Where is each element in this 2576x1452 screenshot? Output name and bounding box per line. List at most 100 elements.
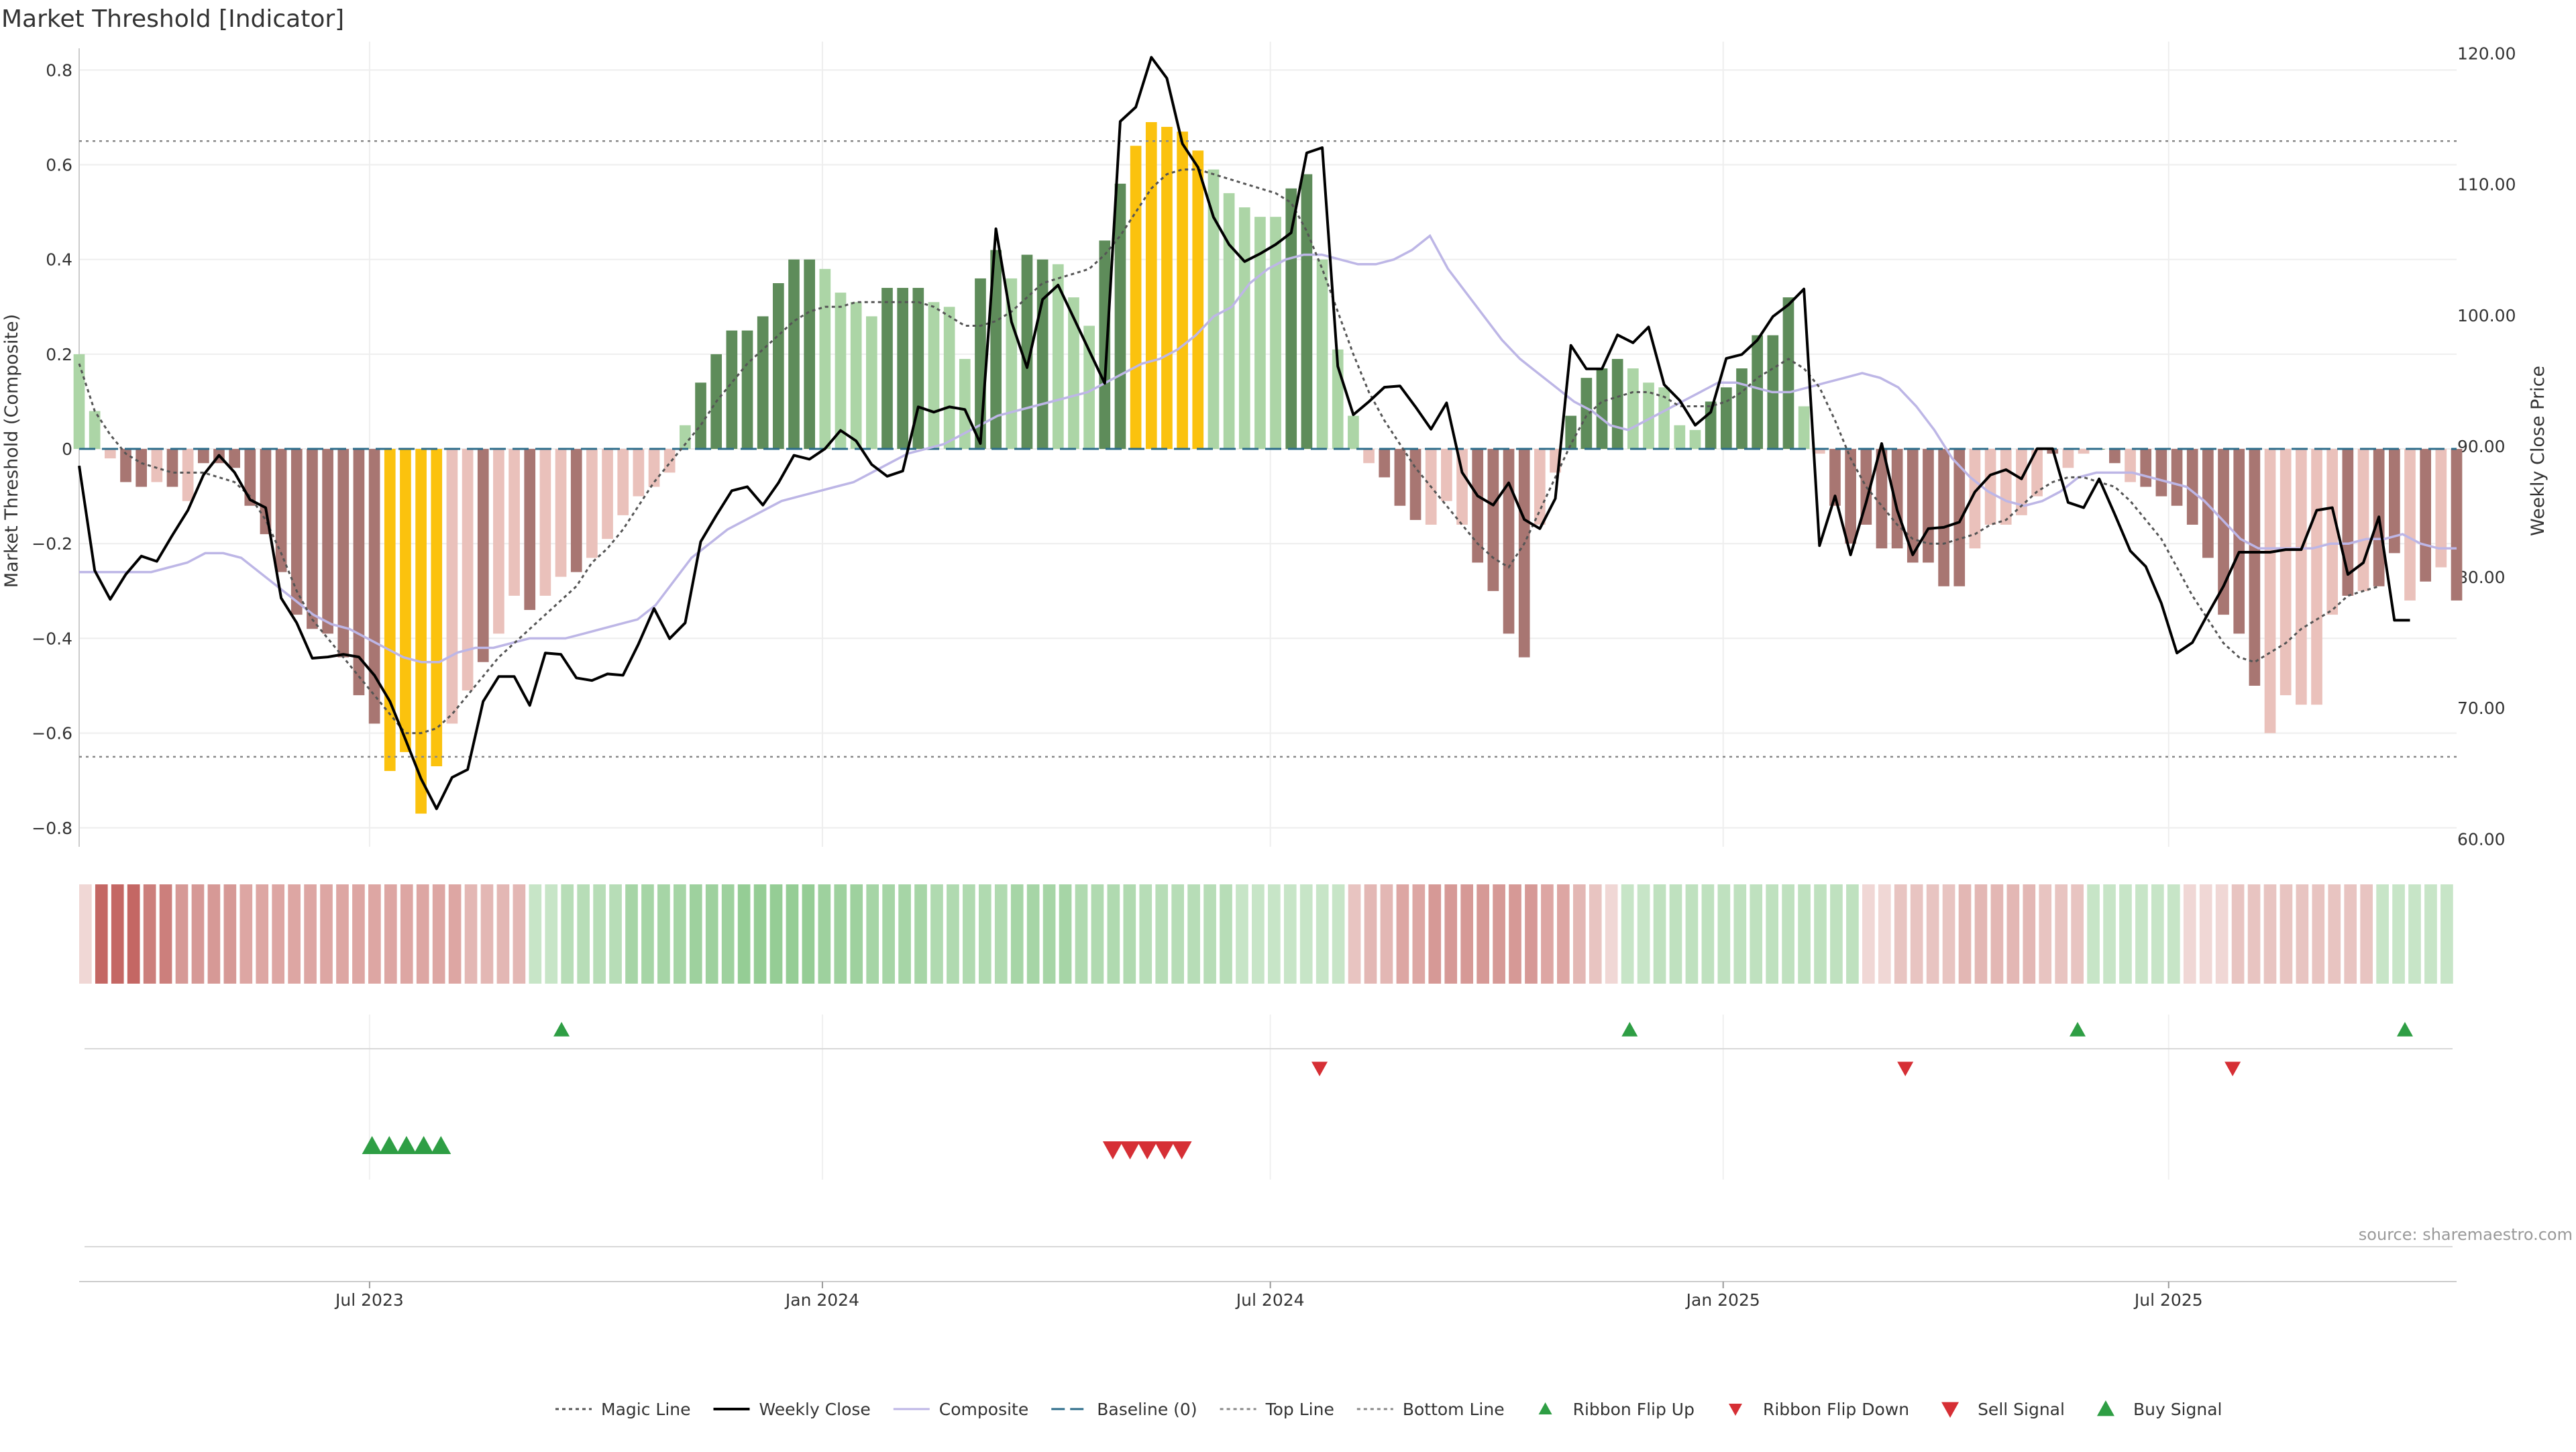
composite-bar xyxy=(788,259,800,450)
y2-tick-label: 60.00 xyxy=(2457,829,2506,849)
ribbon-cell xyxy=(721,884,735,984)
weekly-close-line xyxy=(78,56,2410,811)
composite-bar xyxy=(1316,259,1328,450)
legend-swatch xyxy=(2096,1400,2114,1416)
ribbon-cell xyxy=(1974,884,1988,984)
ribbon-cell xyxy=(882,884,895,984)
composite-bar xyxy=(1036,259,1049,450)
ribbon-cell xyxy=(1830,884,1843,984)
ribbon-cell xyxy=(802,884,815,984)
ribbon-cell xyxy=(320,884,333,984)
composite-bar xyxy=(726,330,738,450)
ribbon-cell xyxy=(1958,884,1972,984)
legend-item-weekly-close: Weekly Close xyxy=(713,1400,871,1419)
composite-bar xyxy=(1456,449,1468,525)
ribbon-cell xyxy=(994,884,1008,984)
composite-bar xyxy=(182,449,194,501)
composite-bar xyxy=(197,449,209,464)
ribbon-cell xyxy=(111,884,124,984)
ribbon-cell xyxy=(1428,884,1442,984)
ribbon-cell xyxy=(2006,884,2020,984)
ribbon-cell xyxy=(689,884,702,984)
ribbon-cell xyxy=(2376,884,2389,984)
legend-label: Top Line xyxy=(1265,1400,1334,1419)
legend-item-ribbon-flip-up: Ribbon Flip Up xyxy=(1538,1400,1695,1419)
composite-bar xyxy=(586,449,598,558)
ribbon-cell xyxy=(818,884,831,984)
ribbon-cell xyxy=(1493,884,1505,984)
x-tick-label: Jul 2023 xyxy=(334,1290,404,1310)
ribbon-cell xyxy=(1733,884,1747,984)
composite-bar xyxy=(1627,368,1639,450)
composite-bar xyxy=(1829,449,1841,506)
ribbon-cell xyxy=(480,884,494,984)
ribbon-cell xyxy=(127,884,140,984)
ribbon-cell xyxy=(384,884,397,984)
source-label: source: sharemaestro.com xyxy=(2359,1225,2573,1244)
magic-line xyxy=(78,168,2379,735)
y2-tick-label: 70.00 xyxy=(2457,698,2506,718)
ribbon-cell xyxy=(1203,884,1216,984)
ribbon-cell xyxy=(641,884,654,984)
ribbon-cell xyxy=(625,884,638,984)
ribbon-cell xyxy=(2408,884,2421,984)
y-tick-label: 0.6 xyxy=(46,156,72,175)
ribbon-cell xyxy=(2392,884,2405,984)
composite-bar xyxy=(2016,449,2027,515)
composite-bar xyxy=(400,449,411,752)
ribbon-cell xyxy=(2119,884,2132,984)
ribbon-cell xyxy=(1155,884,1169,984)
composite-bar xyxy=(959,358,971,450)
ribbon-cell xyxy=(175,884,189,984)
composite-bar xyxy=(477,449,489,662)
y-tick-label: −0.2 xyxy=(32,534,72,554)
composite-bar xyxy=(1891,449,1903,549)
ribbon-cell xyxy=(963,884,975,984)
legend-swatch xyxy=(1538,1402,1552,1414)
composite-bar xyxy=(1720,387,1732,450)
legend: Magic Line Weekly Close Composite Baseline … xyxy=(555,1400,2222,1419)
composite-bar xyxy=(1534,449,1546,525)
ribbon-cell xyxy=(1637,884,1650,984)
ribbon-cell xyxy=(1316,884,1329,984)
legend-item-top-line: Top Line xyxy=(1220,1400,1334,1419)
composite-bar xyxy=(757,316,769,450)
legend-swatch xyxy=(1941,1402,1960,1418)
ribbon-cell xyxy=(1477,884,1489,984)
ribbon-cell xyxy=(1332,884,1345,984)
composite-bar xyxy=(136,449,147,487)
ribbon-flip-down-marker xyxy=(1897,1061,1914,1076)
composite-bar xyxy=(928,302,940,450)
composite-bar xyxy=(1177,132,1188,450)
composite-bar xyxy=(850,302,862,450)
ribbon-cell xyxy=(1862,884,1875,984)
composite-line xyxy=(79,234,2457,664)
composite-bar xyxy=(865,316,877,450)
composite-bar xyxy=(384,449,396,772)
legend-label: Ribbon Flip Up xyxy=(1573,1400,1695,1419)
composite-bar xyxy=(648,449,660,487)
sell-signal-marker xyxy=(1171,1141,1192,1159)
composite-bar xyxy=(539,449,551,596)
composite-bar xyxy=(120,449,131,482)
composite-bar xyxy=(1658,387,1670,450)
legend-item-magic-line: Magic Line xyxy=(555,1400,691,1419)
composite-bar xyxy=(1596,368,1608,450)
composite-bar xyxy=(1969,449,1981,549)
composite-bar xyxy=(680,425,691,450)
composite-bar xyxy=(1472,449,1484,563)
composite-bar xyxy=(2062,449,2074,468)
ribbon-cell xyxy=(1220,884,1232,984)
legend-label: Composite xyxy=(939,1400,1028,1419)
composite-bar xyxy=(2451,449,2463,601)
ribbon-cell xyxy=(1139,884,1152,984)
composite-bar xyxy=(1192,150,1204,450)
composite-bar xyxy=(1006,278,1018,450)
composite-bar xyxy=(104,449,116,459)
ribbon-cell xyxy=(223,884,237,984)
composite-bar xyxy=(2171,449,2183,506)
ribbon-cell xyxy=(609,884,622,984)
composite-bar xyxy=(1876,449,1888,549)
ribbon-cell xyxy=(1525,884,1538,984)
buy-signal-marker xyxy=(362,1136,382,1154)
